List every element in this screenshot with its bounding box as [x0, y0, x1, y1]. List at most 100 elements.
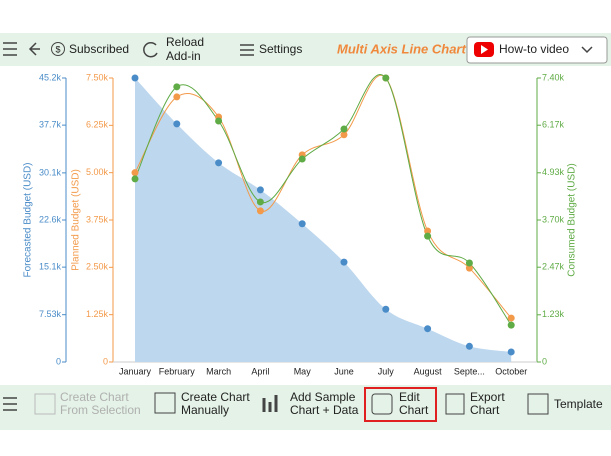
data-point [173, 83, 181, 91]
data-point [131, 74, 139, 82]
data-point [340, 258, 348, 266]
series-line [134, 74, 512, 319]
y-tick-label: 7.53k [39, 309, 62, 319]
x-tick-label: Septe... [454, 366, 485, 376]
data-point [507, 348, 515, 356]
y-tick-label: 3.75k [86, 214, 109, 224]
x-tick-label: January [119, 366, 152, 376]
y-tick-label: 4.93k [542, 167, 565, 177]
from-selection-line-1[interactable]: Create Chart [60, 390, 129, 404]
from-selection-line-2[interactable]: From Selection [60, 403, 141, 417]
y-tick-label: 37.7k [39, 119, 62, 129]
y-tick-label: 30.1k [39, 167, 62, 177]
axis-title: Consumed Budget (USD) [567, 163, 578, 276]
sample-line-1[interactable]: Add Sample [290, 390, 356, 404]
manual-icon [154, 392, 176, 414]
y-tick-label: 1.25k [86, 309, 109, 319]
axis-title: Forecasted Budget (USD) [23, 162, 34, 277]
subscribed-icon [51, 42, 65, 56]
data-point [256, 186, 264, 194]
x-tick-label: March [206, 366, 231, 376]
x-tick-label: October [495, 366, 527, 376]
manually-line-1[interactable]: Create Chart [181, 390, 250, 404]
x-tick-label: July [378, 366, 395, 376]
data-point [507, 314, 515, 322]
data-point [215, 159, 223, 167]
y-tick-label: 22.6k [39, 214, 62, 224]
y-tick-label: 0 [542, 356, 547, 366]
play-glyph [481, 45, 488, 54]
data-point [131, 169, 139, 177]
y-tick-label: 2.47k [542, 262, 565, 272]
edit-line-2[interactable]: Chart [399, 403, 429, 417]
edit-line-1[interactable]: Edit [399, 390, 420, 404]
data-point [382, 305, 390, 313]
data-point [173, 93, 181, 101]
template-icon [527, 393, 549, 415]
y-tick-label: 1.23k [542, 309, 565, 319]
export-line-1[interactable]: Export [470, 390, 505, 404]
y-tick-label: 3.70k [542, 214, 565, 224]
menu-icon[interactable] [3, 42, 17, 56]
y-tick-label: 7.50k [86, 72, 109, 82]
sample-line-2[interactable]: Chart + Data [290, 403, 359, 417]
data-point [298, 220, 306, 228]
howto-button[interactable] [466, 36, 608, 64]
data-point [465, 264, 473, 272]
edit-highlight [364, 387, 437, 422]
back-icon[interactable] [28, 42, 40, 56]
data-point [465, 342, 473, 350]
y-tick-label: 7.40k [542, 72, 565, 82]
dropdown-arrow [581, 46, 593, 54]
data-point [298, 155, 306, 163]
data-point [215, 117, 223, 125]
data-point [382, 74, 390, 82]
axis-title: Planned Budget (USD) [71, 169, 82, 271]
selection-icon [34, 393, 56, 415]
settings-icon [240, 44, 254, 56]
x-tick-label: August [414, 366, 443, 376]
data-point [131, 175, 139, 183]
subscribed[interactable]: Subscribed [69, 42, 129, 56]
data-point [424, 325, 432, 333]
data-point [256, 198, 264, 206]
area [135, 78, 512, 362]
x-tick-label: April [251, 366, 269, 376]
data-point [465, 259, 473, 267]
data-point [507, 321, 515, 329]
sample-icon [262, 395, 278, 412]
reload-line-2[interactable]: Add-in [166, 49, 201, 63]
chart-title: Multi Axis Line Chart [337, 41, 466, 56]
howto-label[interactable]: How-to video [499, 42, 569, 56]
export-line-2[interactable]: Chart [470, 403, 500, 417]
menu-icon-bottom[interactable] [3, 397, 17, 411]
reload-line-1[interactable]: Reload [166, 35, 204, 49]
template[interactable]: Template [554, 397, 603, 411]
y-tick-label: 45.2k [39, 72, 62, 82]
x-tick-label: February [159, 366, 196, 376]
edit-icon [371, 393, 393, 415]
reload-icon [143, 41, 158, 58]
manually-line-2[interactable]: Manually [181, 403, 229, 417]
dollar-glyph: $ [55, 44, 60, 54]
export-icon [445, 393, 465, 415]
data-point [256, 207, 264, 215]
y-tick-label: 2.50k [86, 262, 109, 272]
data-point [424, 227, 432, 235]
x-tick-label: June [334, 366, 354, 376]
settings[interactable]: Settings [259, 42, 302, 56]
y-tick-label: 0 [103, 356, 108, 366]
data-point [340, 131, 348, 139]
chart: 0 7.53k 15.1k 22.6k 30.1k 37.7k 45.2k Forecaste… [23, 72, 578, 376]
y-tick-label: 0 [56, 356, 61, 366]
y-tick-label: 6.17k [542, 120, 565, 130]
data-point [340, 125, 348, 133]
bottom-toolbar [0, 385, 611, 430]
y-tick-label: 5.00k [86, 167, 109, 177]
y-tick-label: 15.1k [39, 261, 62, 271]
series-line [134, 74, 512, 326]
x-tick-label: May [294, 366, 312, 376]
data-point [173, 120, 181, 128]
